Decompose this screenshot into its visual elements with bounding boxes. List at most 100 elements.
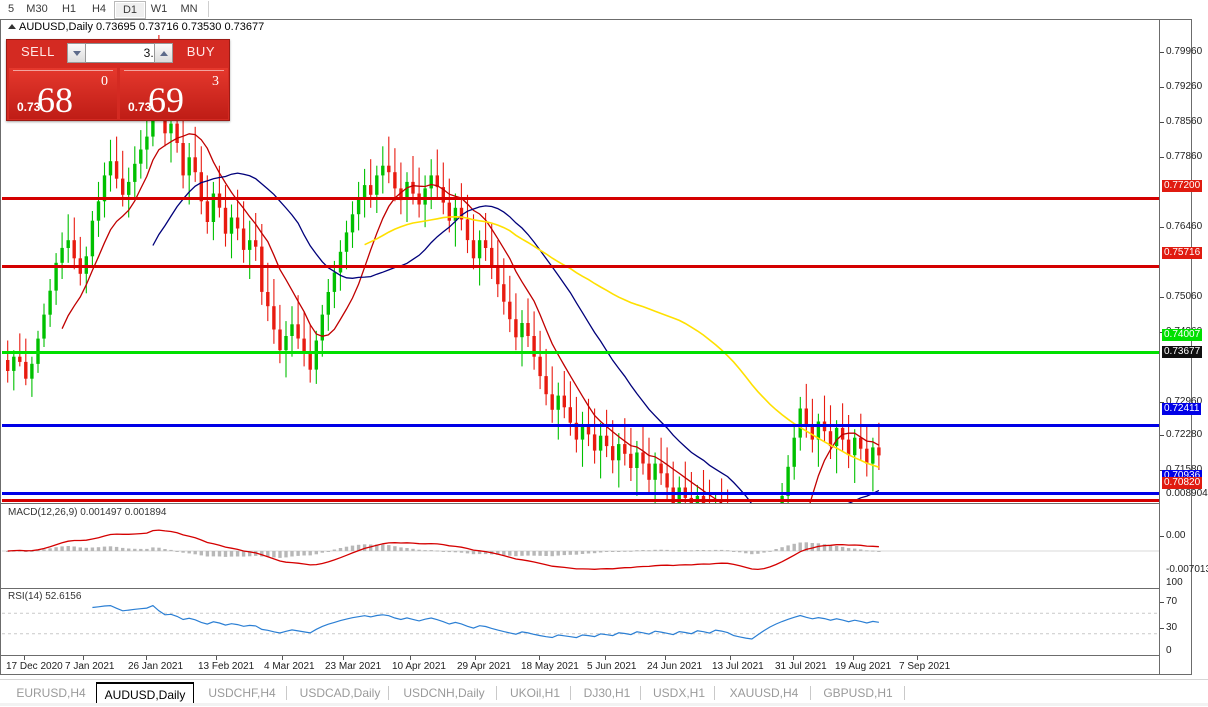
- date-axis[interactable]: 17 Dec 2020 7 Jan 2021 26 Jan 2021 13 Feb 2…: [2, 656, 1159, 675]
- macd-caption: MACD(12,26,9) 0.001497 0.001894: [8, 507, 167, 518]
- chart-area: AUDUSD,Daily 0.73695 0.73716 0.73530 0.7…: [0, 19, 1208, 675]
- date-tick: [282, 656, 283, 660]
- macd-axis-label: -0.007013: [1166, 564, 1208, 575]
- chevron-up-icon: [160, 51, 168, 56]
- price-tick-label: 0.71580: [1166, 465, 1202, 475]
- chart-tab-usdcnh-daily[interactable]: USDCNH,Daily: [403, 686, 485, 700]
- axis-tick: [1160, 602, 1164, 603]
- date-tick-label: 13 Feb 2021: [198, 661, 255, 672]
- date-tick-label: 31 Jul 2021: [775, 661, 827, 672]
- axis-tick: [1160, 227, 1164, 228]
- timeframe-h1-button[interactable]: H1: [61, 3, 77, 15]
- timeframe-h4-button[interactable]: H4: [91, 3, 107, 15]
- pane-divider: [1, 588, 1159, 589]
- date-tick-label: 23 Mar 2021: [325, 661, 382, 672]
- chart-tab-dj30-h1[interactable]: DJ30,H1: [583, 686, 631, 700]
- price-tick-label: 0.75060: [1166, 291, 1203, 302]
- rsi-axis-label: 100: [1166, 577, 1183, 588]
- date-tick: [917, 656, 918, 660]
- trade-panel-header: SELL 3.00 BUY: [7, 40, 229, 66]
- tab-divider: [286, 686, 287, 700]
- divider: [124, 70, 224, 71]
- price-marker-label: 0.73677: [1162, 346, 1203, 358]
- date-tick: [793, 656, 794, 660]
- tab-divider: [388, 686, 389, 700]
- date-tick-label: 7 Jan 2021: [65, 661, 115, 672]
- date-tick-label: 5 Jun 2021: [587, 661, 637, 672]
- chart-tab-usdcad-daily[interactable]: USDCAD,Daily: [299, 686, 381, 700]
- date-tick: [539, 656, 540, 660]
- date-tick-label: 29 Apr 2021: [457, 661, 511, 672]
- price-axis[interactable]: 0.79960 0.79260 0.78560 0.77860 0.76460 0.750…: [1159, 20, 1208, 674]
- buy-price-big: 69: [148, 80, 184, 120]
- axis-tick: [1160, 402, 1164, 403]
- buy-button-label[interactable]: BUY: [186, 44, 215, 59]
- divider: [13, 70, 113, 71]
- price-tick-label: 0.72960: [1166, 396, 1203, 407]
- sell-button[interactable]: 0.73 68 0: [9, 68, 117, 120]
- price-level-line[interactable]: [2, 492, 1159, 495]
- horizontal-scrollbar[interactable]: [0, 703, 1208, 706]
- date-tick: [475, 656, 476, 660]
- price-level-line[interactable]: [2, 424, 1159, 427]
- macd-plot: [2, 529, 1159, 571]
- date-tick: [83, 656, 84, 660]
- date-tick: [216, 656, 217, 660]
- date-tick-label: 13 Jul 2021: [712, 661, 764, 672]
- timeframe-d1-button[interactable]: D1: [114, 1, 146, 19]
- rsi-pane[interactable]: RSI(14) 52.6156: [2, 589, 1159, 655]
- volume-increase-button[interactable]: [154, 43, 173, 63]
- price-marker-label: 0.75716: [1162, 247, 1203, 259]
- axis-tick: [1160, 536, 1164, 537]
- chevron-down-icon: [73, 51, 81, 56]
- price-level-line[interactable]: [2, 351, 1159, 354]
- timeframe-w1-button[interactable]: W1: [150, 3, 168, 15]
- rsi-axis-label: 30: [1166, 622, 1178, 633]
- tab-divider: [570, 686, 571, 700]
- price-level-line[interactable]: [2, 197, 1159, 200]
- toolbar-divider: [208, 1, 209, 17]
- chart-tab-bar[interactable]: EURUSD,H4 AUDUSD,Daily USDCHF,H4 USDCAD,Dai…: [0, 679, 1208, 707]
- date-tick: [146, 656, 147, 660]
- chart-tab-xauusd-h4[interactable]: XAUUSD,H4: [729, 686, 799, 700]
- price-tick-label: 0.79260: [1166, 81, 1203, 92]
- price-level-line[interactable]: [2, 499, 1159, 502]
- date-tick-label: 18 May 2021: [521, 661, 579, 672]
- axis-tick: [1160, 435, 1164, 436]
- rsi-caption: RSI(14) 52.6156: [8, 591, 82, 602]
- date-tick-label: 7 Sep 2021: [899, 661, 951, 672]
- price-level-line[interactable]: [2, 265, 1159, 268]
- timeframe-mn-button[interactable]: MN: [180, 3, 198, 15]
- tab-divider: [714, 686, 715, 700]
- price-tick-label: 0.77860: [1166, 151, 1203, 162]
- pane-divider: [1, 503, 1159, 504]
- price-marker-label: 0.70820: [1162, 477, 1203, 489]
- price-pane[interactable]: [2, 35, 1159, 503]
- price-tick-label: 0.78560: [1166, 116, 1203, 127]
- price-tick-label: 0.72280: [1166, 429, 1203, 440]
- chart-tab-usdx-h1[interactable]: USDX,H1: [652, 686, 705, 700]
- chart-tab-gbpusd-h1[interactable]: GBPUSD,H1: [823, 686, 893, 700]
- chart-tab-eurusd-h4[interactable]: EURUSD,H4: [16, 686, 86, 700]
- sell-button-label[interactable]: SELL: [21, 44, 55, 59]
- axis-tick: [1160, 628, 1164, 629]
- date-tick: [24, 656, 25, 660]
- date-tick: [410, 656, 411, 660]
- macd-pane[interactable]: MACD(12,26,9) 0.001497 0.001894: [2, 504, 1159, 588]
- one-click-trading-panel[interactable]: SELL 3.00 BUY 0.73 68 0 0.73 69 3: [6, 39, 230, 121]
- date-tick: [665, 656, 666, 660]
- timeframe-m30-button[interactable]: M30: [26, 3, 48, 15]
- date-tick: [605, 656, 606, 660]
- chart-tab-ukoil-h1[interactable]: UKOil,H1: [509, 686, 560, 700]
- timeframe-5-button[interactable]: 5: [7, 3, 15, 15]
- tab-divider: [640, 686, 641, 700]
- chart-tab-usdchf-h4[interactable]: USDCHF,H4: [208, 686, 276, 700]
- chart-tab-audusd-daily[interactable]: AUDUSD,Daily: [96, 682, 194, 704]
- volume-decrease-button[interactable]: [67, 43, 86, 63]
- date-tick-label: 4 Mar 2021: [264, 661, 315, 672]
- price-marker-label: 0.74007: [1162, 329, 1203, 341]
- triangle-up-icon[interactable]: [8, 24, 16, 29]
- buy-button[interactable]: 0.73 69 3: [120, 68, 228, 120]
- date-tick: [730, 656, 731, 660]
